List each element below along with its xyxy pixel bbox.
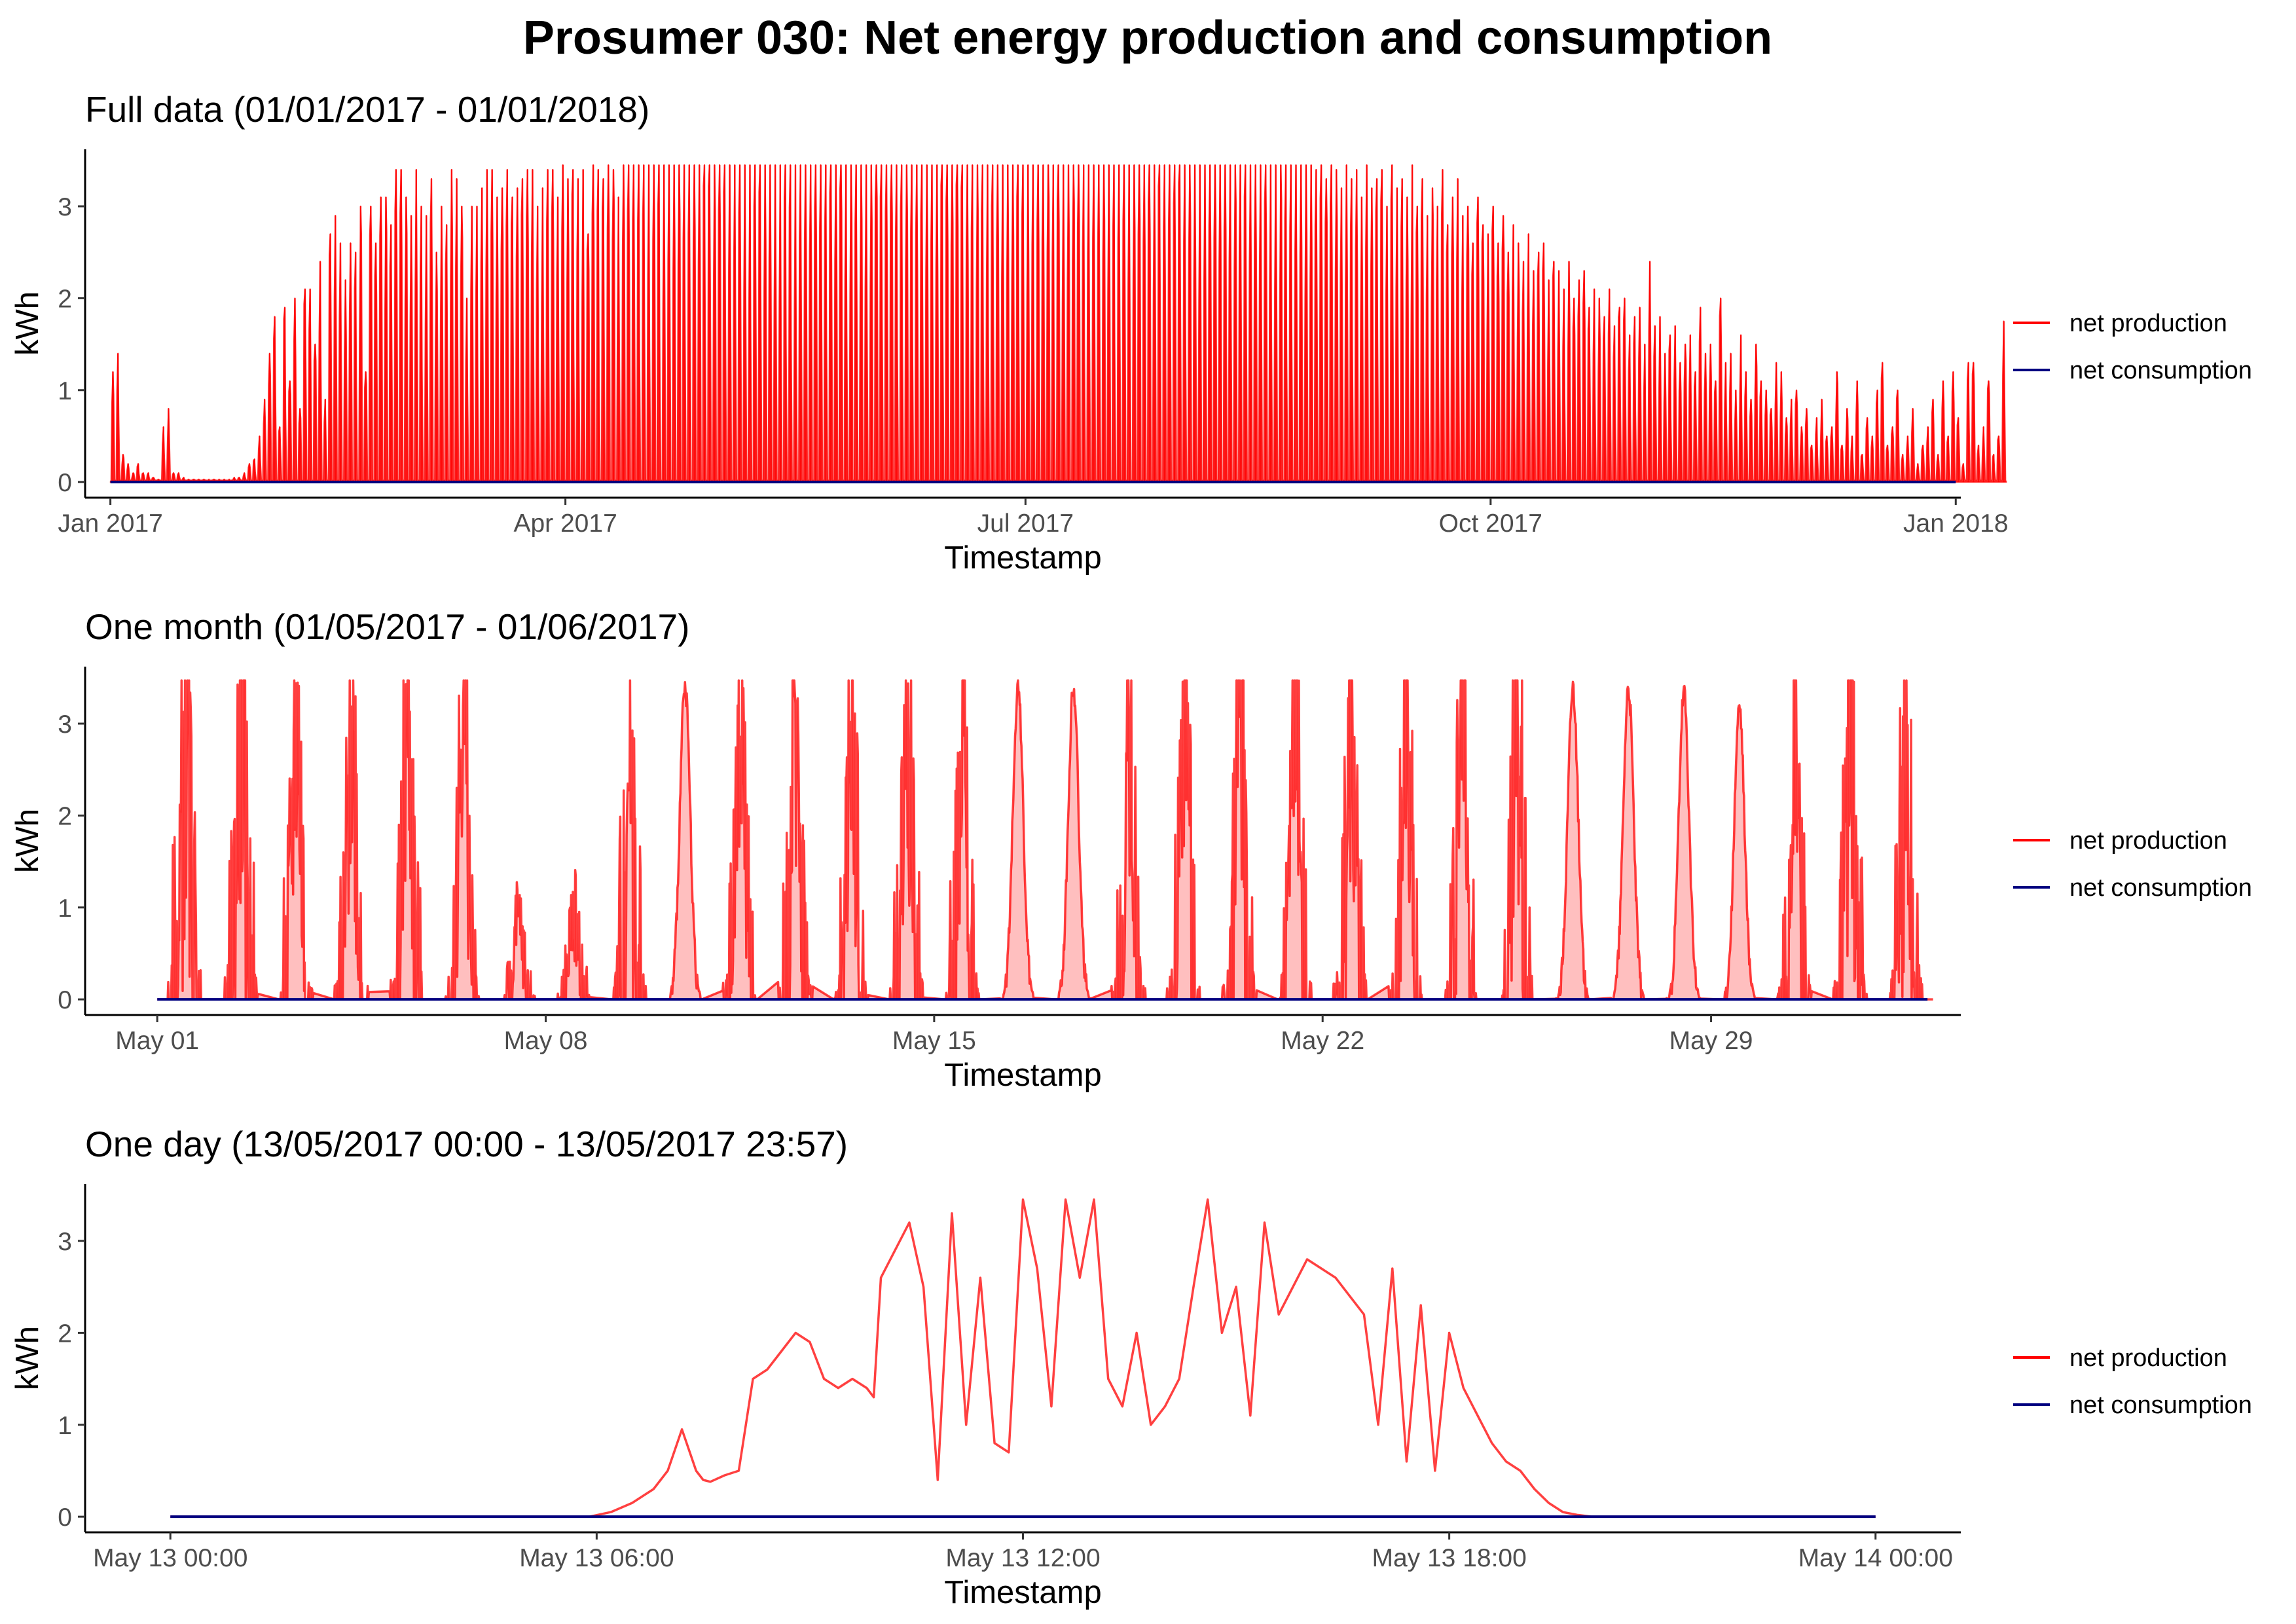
x-tick-label: Jul 2017 — [977, 509, 1074, 538]
x-tick-label: May 08 — [504, 1027, 588, 1055]
y-axis-title: kWh — [10, 809, 45, 873]
legend-label: net production — [2069, 827, 2227, 855]
legend-label: net consumption — [2069, 357, 2252, 384]
x-tick-label: Jan 2018 — [1903, 509, 2008, 538]
panels-group: Full data (01/01/2017 - 01/01/2018) 0 1 2 3 J… — [10, 89, 2252, 1610]
x-tick-label: May 22 — [1281, 1027, 1364, 1055]
y-axis-title: kWh — [10, 1326, 45, 1390]
x-tick-label: May 01 — [115, 1027, 199, 1055]
y-tick-label: 2 — [58, 1320, 72, 1348]
y-tick-label: 1 — [58, 895, 72, 923]
x-tick-label: Apr 2017 — [513, 509, 617, 538]
y-tick-label: 1 — [58, 1412, 72, 1440]
y-axis-title: kWh — [10, 291, 45, 356]
panel-title: One day (13/05/2017 00:00 - 13/05/2017 2… — [85, 1124, 848, 1164]
y-tick-label: 3 — [58, 1228, 72, 1256]
y-tick-label: 0 — [58, 469, 72, 497]
panel-title: Full data (01/01/2017 - 01/01/2018) — [85, 89, 649, 130]
x-tick-label: May 15 — [892, 1027, 976, 1055]
legend: net production net consumption — [2013, 310, 2252, 384]
chart-panel-1: Full data (01/01/2017 - 01/01/2018) 0 1 2 3 J… — [10, 89, 2252, 576]
y-tick-label: 2 — [58, 802, 72, 830]
production-series-group — [109, 164, 2007, 483]
x-tick-label: May 13 06:00 — [519, 1544, 674, 1572]
x-tick-label: May 13 18:00 — [1372, 1544, 1526, 1572]
legend-label: net consumption — [2069, 874, 2252, 902]
legend: net production net consumption — [2013, 1344, 2252, 1419]
legend-label: net production — [2069, 310, 2227, 337]
x-tick-label: May 13 12:00 — [945, 1544, 1100, 1572]
y-tick-label: 1 — [58, 377, 72, 405]
legend-label: net consumption — [2069, 1392, 2252, 1419]
y-tick-label: 0 — [58, 986, 72, 1014]
y-tick-label: 3 — [58, 193, 72, 221]
x-tick-label: May 29 — [1669, 1027, 1753, 1055]
legend: net production net consumption — [2013, 827, 2252, 902]
x-axis-title: Timestamp — [944, 540, 1102, 576]
x-tick-label: Jan 2017 — [58, 509, 162, 538]
production-line — [170, 1198, 1876, 1518]
x-tick-label: May 14 00:00 — [1798, 1544, 1953, 1572]
chart-panel-2: One month (01/05/2017 - 01/06/2017) 0 1 2 3 M… — [10, 606, 2252, 1093]
production-fill — [157, 680, 1933, 1000]
chart-main-title: Prosumer 030: Net energy production and … — [523, 12, 1772, 64]
production-series-group — [170, 1198, 1876, 1518]
x-axis-title: Timestamp — [944, 1575, 1102, 1610]
x-tick-label: May 13 00:00 — [93, 1544, 247, 1572]
y-tick-label: 2 — [58, 285, 72, 313]
y-tick-label: 0 — [58, 1504, 72, 1532]
x-axis-title: Timestamp — [944, 1058, 1102, 1093]
x-tick-label: Oct 2017 — [1439, 509, 1542, 538]
panel-title: One month (01/05/2017 - 01/06/2017) — [85, 606, 689, 647]
y-tick-label: 3 — [58, 710, 72, 739]
legend-label: net production — [2069, 1344, 2227, 1372]
chart-panel-3: One day (13/05/2017 00:00 - 13/05/2017 2… — [10, 1124, 2252, 1610]
